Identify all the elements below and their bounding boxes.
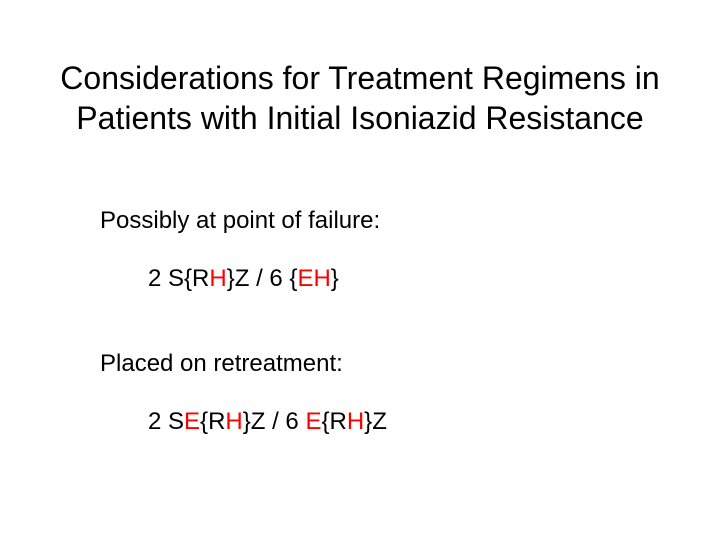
regimen-1-part-3: } — [331, 265, 339, 292]
regimen-2-part-3: }Z / 6 — [243, 408, 306, 435]
section-2-heading: Placed on retreatment: — [100, 348, 660, 380]
slide: Considerations for Treatment Regimens in… — [0, 0, 720, 540]
regimen-2-highlight-4: H — [347, 408, 364, 435]
regimen-2-highlight-3: E — [305, 408, 321, 435]
regimen-1-highlight-1: H — [209, 265, 226, 292]
slide-title: Considerations for Treatment Regimens in… — [0, 58, 720, 138]
regimen-2-part-4: {R — [321, 408, 346, 435]
regimen-1-highlight-2: EH — [297, 265, 330, 292]
regimen-2-highlight-2: H — [225, 408, 242, 435]
regimen-2-part-5: }Z — [364, 408, 387, 435]
regimen-2-highlight-1: E — [184, 408, 200, 435]
regimen-1: 2 S{RH}Z / 6 {EH} — [148, 263, 660, 295]
title-line-1: Considerations for Treatment Regimens in — [60, 60, 659, 96]
title-line-2: Patients with Initial Isoniazid Resistan… — [76, 100, 643, 136]
regimen-2: 2 SE{RH}Z / 6 E{RH}Z — [148, 406, 660, 438]
slide-body: Possibly at point of failure: 2 S{RH}Z /… — [100, 205, 660, 491]
regimen-2-part-1: 2 S — [148, 408, 184, 435]
section-1-heading: Possibly at point of failure: — [100, 205, 660, 237]
regimen-1-part-1: 2 S{R — [148, 265, 209, 292]
regimen-2-part-2: {R — [200, 408, 225, 435]
regimen-1-part-2: }Z / 6 { — [227, 265, 298, 292]
